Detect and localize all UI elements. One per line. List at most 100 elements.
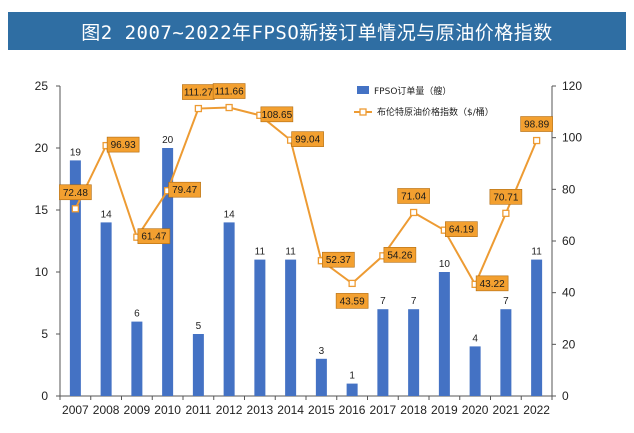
bar (69, 160, 81, 396)
bar (500, 309, 512, 396)
line-value-label: 71.04 (401, 191, 426, 202)
bar (408, 309, 420, 396)
line-value-label: 72.48 (63, 188, 88, 199)
y-left-tick-label: 10 (35, 265, 49, 279)
line-value-label-box (445, 221, 478, 237)
bar-value-label: 11 (255, 247, 266, 258)
bar-value-label: 14 (224, 209, 236, 220)
line-point-marker (194, 104, 203, 113)
y-right-tick-label: 100 (562, 131, 582, 145)
line-value-label-box (397, 188, 430, 204)
legend-bar-swatch (357, 86, 369, 94)
x-tick-label: 2017 (370, 403, 397, 417)
bar-value-label: 14 (101, 209, 113, 220)
bar (254, 259, 266, 396)
y-right-tick-label: 0 (562, 389, 569, 403)
price-line (74, 106, 538, 287)
legend-line-label: 布伦特原油价格指数（$/桶） (377, 106, 494, 118)
x-tick-label: 2012 (216, 403, 243, 417)
line-value-label: 111.27 (184, 88, 214, 99)
y-left-tick-label: 15 (35, 203, 49, 217)
line-value-label-box (335, 293, 369, 309)
line-value-label: 79.47 (172, 185, 197, 196)
bar (469, 346, 481, 396)
bar (346, 383, 358, 396)
x-tick-label: 2011 (185, 403, 211, 417)
x-tick-label: 2015 (308, 403, 335, 417)
chart-legend: FPSO订单量（艘） 布伦特原油价格指数（$/桶） (354, 85, 494, 118)
line-value-label-box (475, 275, 509, 292)
line-value-label: 99.04 (295, 135, 320, 146)
chart-title: 图2 2007~2022年FPSO新接订单情况与原油价格指数 (8, 12, 626, 50)
line-value-label-box (291, 131, 324, 147)
bar (192, 334, 204, 396)
bar (223, 222, 235, 396)
bar-value-label: 1 (349, 371, 355, 382)
line-value-label: 43.59 (340, 296, 365, 307)
line-value-label-box (106, 136, 140, 153)
x-tick-label: 2021 (493, 403, 520, 417)
x-tick-label: 2010 (154, 403, 181, 417)
line-value-label: 54.26 (387, 250, 412, 261)
line-point-marker (409, 208, 418, 217)
line-point-marker (532, 136, 541, 145)
x-tick-label: 2008 (93, 403, 120, 417)
bar-value-label: 7 (380, 296, 386, 307)
line-value-label-box (520, 116, 553, 132)
y-left-tick-label: 5 (41, 327, 48, 341)
x-tick-label: 2016 (339, 403, 366, 417)
y-left-tick-label: 0 (41, 389, 48, 403)
bar-value-label: 20 (162, 135, 174, 146)
line-value-label-box (168, 181, 201, 198)
line-value-label-box (322, 251, 355, 268)
bar-value-label: 11 (285, 247, 296, 258)
line-value-label-box (137, 228, 171, 245)
bar (315, 358, 327, 396)
line-value-label-box (489, 189, 523, 205)
line-value-label: 96.93 (111, 140, 136, 151)
bar-value-label: 7 (411, 296, 417, 307)
line-series: 72.48 96.93 61.47 79.47 111.27 111.66 108.65 99… (59, 83, 553, 309)
legend-line-marker (359, 108, 367, 116)
bar (131, 321, 143, 396)
x-tick-label: 2022 (523, 403, 550, 417)
line-value-label: 64.19 (449, 225, 474, 236)
bar-value-label: 6 (134, 309, 140, 320)
line-point-marker (71, 205, 80, 213)
legend-bar-label: FPSO订单量（艘） (374, 85, 451, 97)
bar (377, 309, 389, 396)
bar (100, 222, 112, 396)
bar-value-label: 11 (531, 247, 542, 258)
line-value-label: 111.66 (215, 87, 245, 98)
line-point-marker (225, 103, 233, 112)
y-left-tick-label: 25 (35, 79, 49, 93)
y-right-tick-label: 60 (562, 234, 576, 248)
y-right-tick-label: 40 (562, 286, 576, 300)
bar (285, 259, 297, 396)
bar (162, 148, 174, 396)
bar-value-label: 4 (472, 333, 478, 344)
y-right-tick-label: 80 (562, 182, 576, 196)
y-left-tick-label: 20 (35, 141, 49, 155)
line-point-marker (348, 279, 356, 288)
x-tick-label: 2019 (431, 403, 458, 417)
line-value-label: 98.89 (524, 120, 549, 131)
bar-series: 19 14 6 20 5 14 11 11 3 1 7 7 10 4 7 11 (70, 135, 542, 396)
bar-value-label: 5 (196, 321, 202, 332)
line-point-marker (502, 209, 510, 217)
line-value-label: 70.71 (493, 192, 518, 203)
line-value-label: 43.22 (480, 279, 505, 290)
bar-value-label: 3 (319, 346, 325, 357)
x-tick-label: 2018 (400, 403, 427, 417)
line-value-label-box (260, 106, 294, 123)
line-value-label-box (383, 247, 417, 263)
line-value-label: 52.37 (326, 255, 351, 266)
bar (438, 272, 450, 396)
x-tick-label: 2014 (277, 403, 304, 417)
bar-value-label: 19 (70, 147, 82, 158)
line-value-label-box (59, 184, 92, 201)
y-right-tick-label: 20 (562, 337, 576, 351)
line-value-label-box (212, 83, 246, 99)
